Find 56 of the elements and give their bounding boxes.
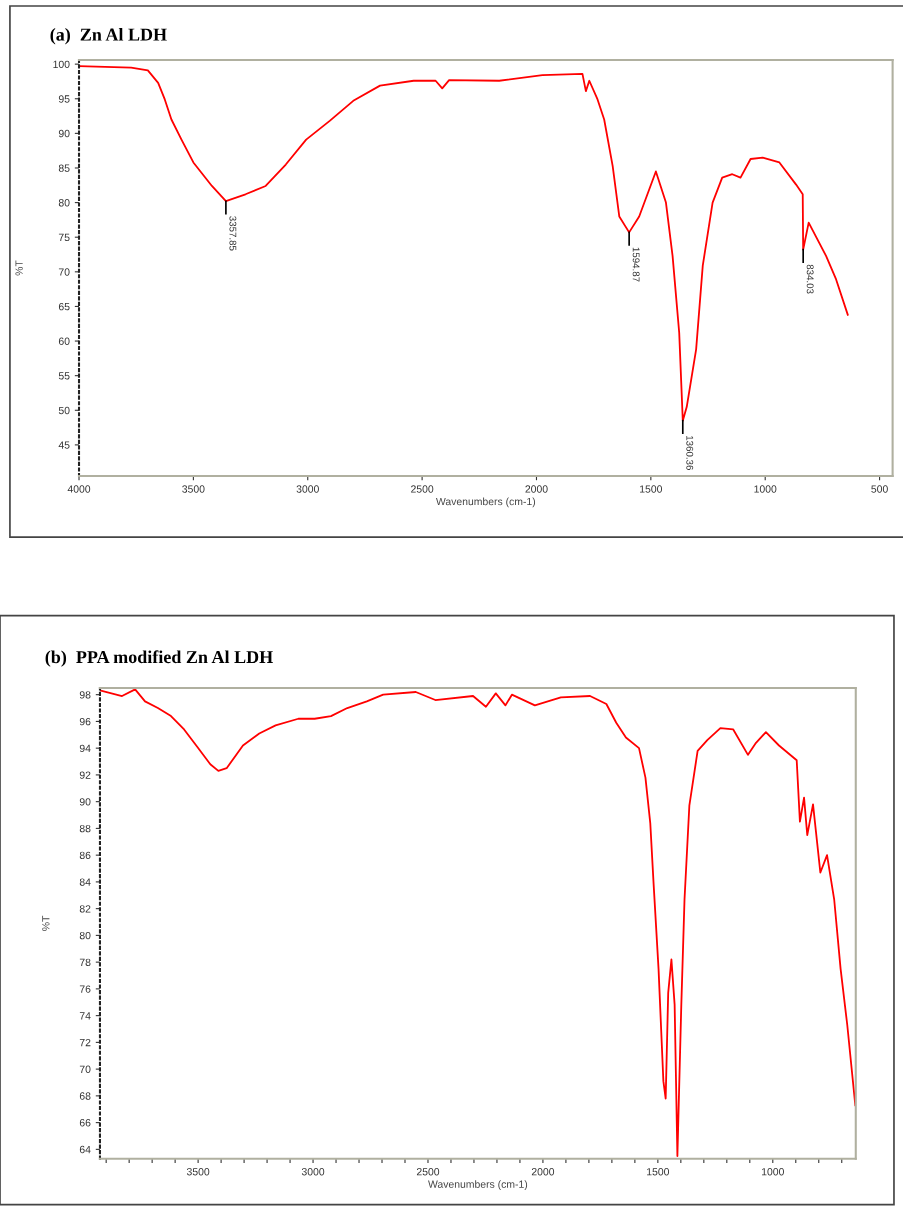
y-tick-label: 72 bbox=[79, 1038, 91, 1047]
y-tick-label: 55 bbox=[58, 372, 70, 380]
y-tick-label: 74 bbox=[79, 1012, 91, 1020]
y-tick-label: 90 bbox=[58, 129, 70, 138]
y-tick-label: 64 bbox=[79, 1145, 91, 1154]
y-tick-label: 98 bbox=[79, 691, 91, 699]
y-tick-label: 76 bbox=[79, 985, 91, 993]
x-tick-label: 500 bbox=[871, 485, 888, 493]
chart-title: (b) PPA modified Zn Al LDH bbox=[45, 650, 273, 667]
y-tick-label: 96 bbox=[79, 717, 91, 726]
chart-title: (a) Zn Al LDH bbox=[50, 28, 167, 45]
y-tick-label: 50 bbox=[58, 406, 70, 415]
y-tick-label: 90 bbox=[79, 798, 91, 806]
x-tick-label: 1500 bbox=[647, 1168, 670, 1176]
x-tick-label: 3500 bbox=[182, 485, 205, 493]
y-tick-label: 78 bbox=[79, 958, 91, 967]
y-axis-title: %T bbox=[15, 260, 23, 276]
y-tick-label: 86 bbox=[79, 851, 91, 860]
y-tick-label: 60 bbox=[58, 337, 70, 345]
x-tick-label: 3000 bbox=[296, 485, 319, 493]
line-series bbox=[79, 65, 849, 422]
x-axis-title: Wavenumbers (cm-1) bbox=[435, 497, 536, 508]
y-tick-label: 80 bbox=[79, 931, 91, 940]
y-axis-title: %T bbox=[42, 915, 50, 931]
x-tick-label: 1000 bbox=[754, 485, 777, 493]
annotation: 1594.87 bbox=[632, 247, 640, 282]
x-tick-label: 1500 bbox=[640, 485, 663, 493]
x-tick-label: 4000 bbox=[67, 485, 91, 493]
x-tick-label: 2500 bbox=[416, 1168, 440, 1176]
x-tick-label: 2000 bbox=[525, 485, 548, 493]
x-tick-label: 2500 bbox=[411, 485, 434, 493]
annotation: 1360.36 bbox=[686, 435, 694, 470]
y-tick-label: 95 bbox=[58, 95, 70, 103]
y-tick-label: 100 bbox=[53, 60, 70, 69]
y-tick-label: 94 bbox=[79, 744, 91, 753]
y-tick-label: 82 bbox=[79, 905, 91, 913]
y-tick-label: 70 bbox=[79, 1065, 91, 1073]
y-tick-label: 84 bbox=[79, 878, 91, 886]
y-tick-label: 70 bbox=[58, 268, 70, 276]
x-tick-label: 1000 bbox=[762, 1168, 784, 1176]
x-axis-title: Wavenumbers (cm-1) bbox=[428, 1180, 528, 1190]
y-tick-label: 65 bbox=[58, 302, 70, 311]
y-tick-label: 75 bbox=[58, 233, 70, 242]
x-tick-label: 3000 bbox=[301, 1168, 325, 1176]
y-tick-label: 68 bbox=[79, 1092, 91, 1100]
y-tick-label: 85 bbox=[58, 164, 70, 172]
y-tick-label: 45 bbox=[58, 441, 70, 449]
y-tick-label: 80 bbox=[58, 199, 70, 207]
annotation: 3357.85 bbox=[229, 216, 237, 251]
annotation: 834.03 bbox=[806, 264, 814, 294]
line-series bbox=[99, 688, 856, 1157]
x-tick-label: 2000 bbox=[531, 1168, 555, 1176]
y-tick-label: 66 bbox=[79, 1119, 91, 1127]
y-tick-label: 88 bbox=[79, 824, 91, 833]
x-tick-label: 3500 bbox=[186, 1168, 210, 1176]
y-tick-label: 92 bbox=[79, 771, 91, 779]
